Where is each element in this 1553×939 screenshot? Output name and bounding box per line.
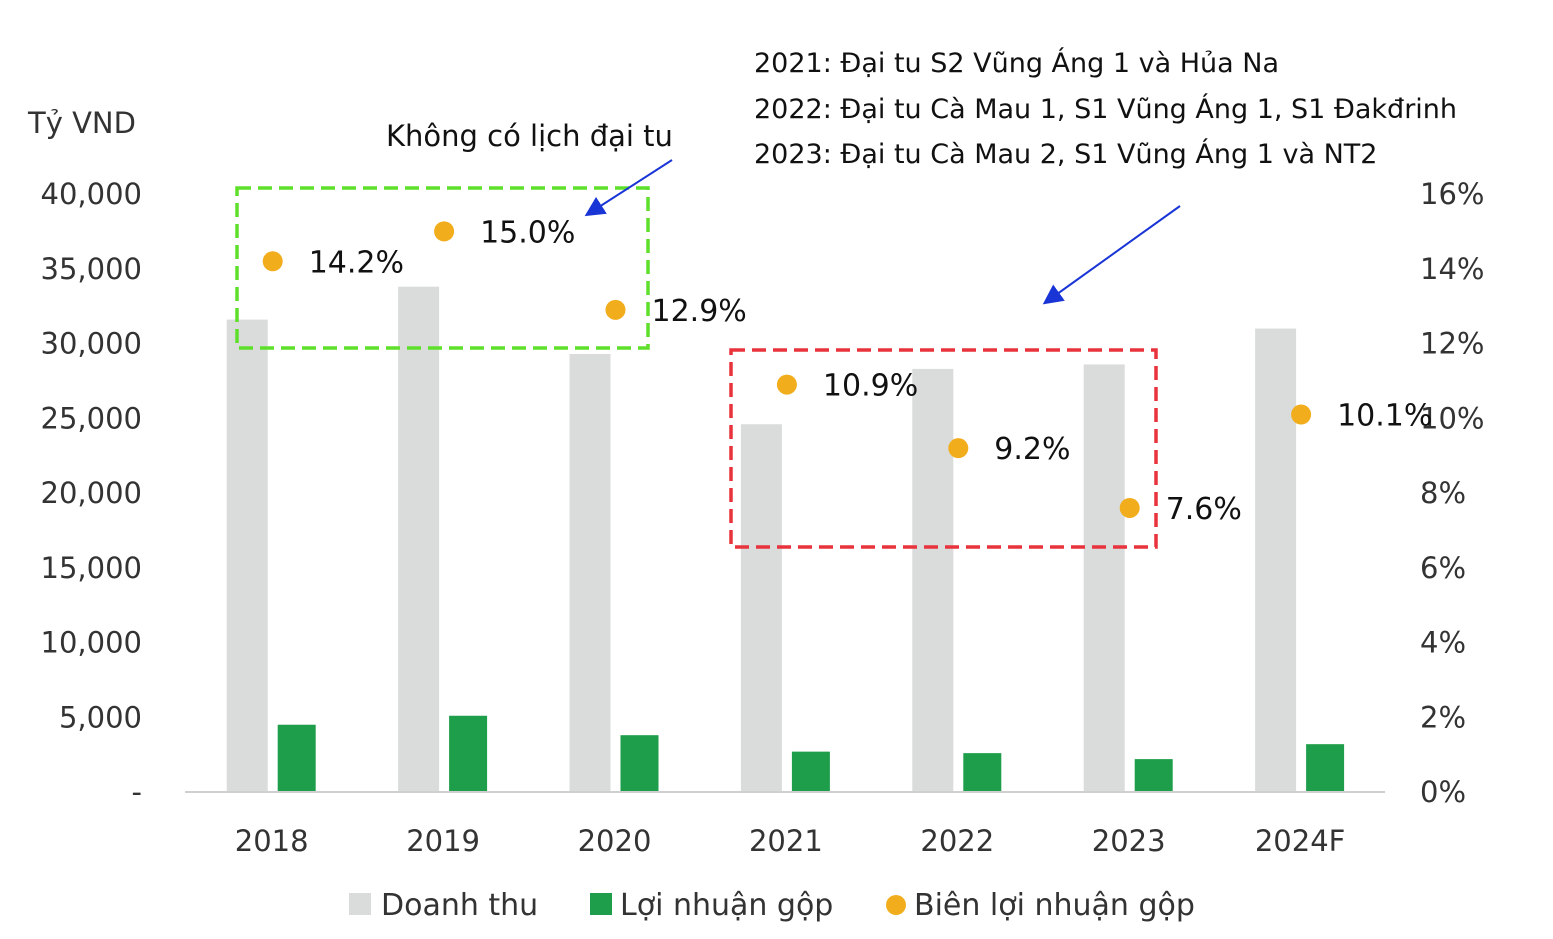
right-tick-label: 10% xyxy=(1420,401,1484,435)
right-tick-label: 12% xyxy=(1420,327,1484,361)
left-tick-label: - xyxy=(132,775,142,809)
overhaul-note-2022: 2022: Đại tu Cà Mau 1, S1 Vũng Áng 1, S1… xyxy=(754,93,1457,125)
left-axis-ticks: - 5,000 10,000 15,000 20,000 25,000 30,000 35,0… xyxy=(41,177,142,809)
right-tick-label: 14% xyxy=(1420,252,1484,286)
gross-profit-bar xyxy=(620,735,659,792)
margin-data-label: 12.9% xyxy=(652,294,747,329)
no-overhaul-box xyxy=(235,186,650,350)
x-tick-label: 2020 xyxy=(578,824,652,858)
no-overhaul-arrow xyxy=(584,159,673,217)
left-tick-label: 5,000 xyxy=(59,700,142,734)
legend-swatch-gross-margin xyxy=(886,895,906,915)
left-tick-label: 30,000 xyxy=(41,327,142,361)
x-tick-label: 2019 xyxy=(406,824,480,858)
gross-profit-bar xyxy=(963,753,1002,792)
no-overhaul-label: Không có lịch đại tu xyxy=(386,119,673,153)
overhaul-arrow xyxy=(1042,205,1181,305)
left-tick-label: 10,000 xyxy=(41,626,142,660)
gross-profit-bar xyxy=(791,751,830,792)
revenue-bar xyxy=(1083,364,1125,792)
left-tick-label: 20,000 xyxy=(41,476,142,510)
margin-data-label: 7.6% xyxy=(1166,492,1242,527)
margin-point xyxy=(776,374,797,395)
left-tick-label: 35,000 xyxy=(41,252,142,286)
gross-profit-bar xyxy=(449,715,488,792)
overhaul-box xyxy=(729,348,1158,549)
left-tick-label: 25,000 xyxy=(41,401,142,435)
x-tick-label: 2024F xyxy=(1255,824,1345,858)
margin-point xyxy=(262,251,283,272)
revenue-bar xyxy=(912,368,954,792)
gross-profit-bar xyxy=(277,724,316,792)
legend-label-revenue: Doanh thu xyxy=(381,888,538,923)
margin-point xyxy=(1291,404,1312,425)
left-tick-label: 40,000 xyxy=(41,177,142,211)
gross-profit-bar xyxy=(1306,744,1345,792)
right-tick-label: 8% xyxy=(1420,476,1466,510)
revenue-bar xyxy=(1255,328,1297,792)
x-tick-label: 2022 xyxy=(920,824,994,858)
x-tick-label: 2021 xyxy=(749,824,823,858)
right-axis-ticks: 0% 2% 4% 6% 8% 10% 12% 14% 16% xyxy=(1420,177,1484,809)
legend-label-gross-profit: Lợi nhuận gộp xyxy=(620,888,833,923)
margin-data-label: 14.2% xyxy=(309,245,404,280)
legend-label-gross-margin: Biên lợi nhuận gộp xyxy=(914,888,1195,923)
revenue-bar xyxy=(740,424,782,792)
x-tick-label: 2023 xyxy=(1092,824,1166,858)
right-tick-label: 4% xyxy=(1420,626,1466,660)
overhaul-note-2023: 2023: Đại tu Cà Mau 2, S1 Vũng Áng 1 và … xyxy=(754,138,1377,170)
legend: Doanh thu Lợi nhuận gộp Biên lợi nhuận g… xyxy=(349,888,1195,923)
margin-data-label: 10.9% xyxy=(823,369,918,404)
margin-point xyxy=(434,221,455,242)
margin-data-label: 9.2% xyxy=(994,432,1070,467)
margin-points-layer: 14.2% 15.0% 12.9% 10.9% 9.2% 7.6% 10.1% xyxy=(262,215,1432,527)
gross-profit-bar xyxy=(1134,759,1173,792)
margin-data-label: 15.0% xyxy=(480,215,575,250)
legend-swatch-gross-profit xyxy=(590,893,612,915)
margin-point xyxy=(1119,497,1140,518)
left-tick-label: 15,000 xyxy=(41,551,142,585)
margin-point xyxy=(948,438,969,459)
right-tick-label: 6% xyxy=(1420,551,1466,585)
bars-layer xyxy=(226,286,1345,792)
right-tick-label: 2% xyxy=(1420,700,1466,734)
x-axis-labels: 2018 2019 2020 2021 2022 2023 2024F xyxy=(235,824,1346,858)
right-tick-label: 0% xyxy=(1420,775,1466,809)
x-tick-label: 2018 xyxy=(235,824,309,858)
revenue-bar xyxy=(398,286,440,792)
revenue-bar xyxy=(226,319,268,792)
right-tick-label: 16% xyxy=(1420,177,1484,211)
overhaul-note-2021: 2021: Đại tu S2 Vũng Áng 1 và Hủa Na xyxy=(754,47,1279,79)
unit-label: Tỷ VND xyxy=(27,106,136,140)
margin-data-label: 10.1% xyxy=(1337,399,1432,434)
margin-point xyxy=(605,299,626,320)
revenue-bar xyxy=(569,353,611,792)
legend-swatch-revenue xyxy=(349,893,371,915)
